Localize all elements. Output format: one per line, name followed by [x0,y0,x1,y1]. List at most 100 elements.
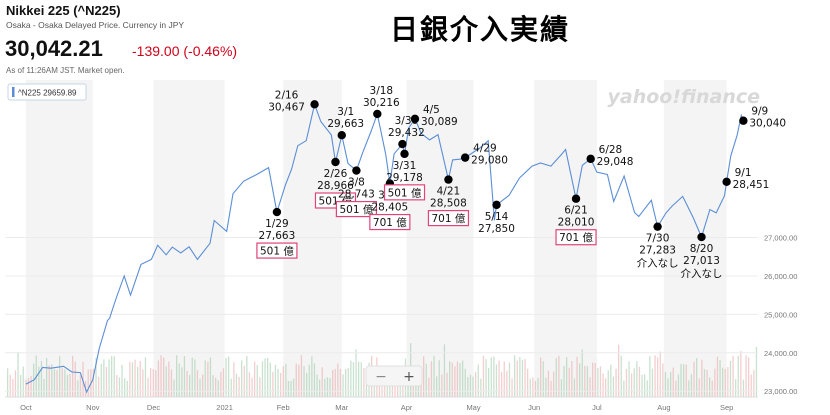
annotation-date: 1/29 [265,218,289,230]
annotation-value: 29,663 [327,118,364,130]
volume-bar [53,369,56,397]
intervention-amount: 501 億 [388,186,422,199]
volume-bar [703,369,706,397]
x-tick-label: 2021 [216,403,233,412]
intervention-amount-box [369,213,411,231]
volume-bar [755,346,758,397]
volume-bar [142,369,144,397]
volume-bar [163,357,165,397]
volume-bar [295,363,297,397]
annotation-marker [653,222,662,231]
volume-bar [423,356,425,397]
volume-bar [77,380,79,397]
volume-bar [550,380,552,397]
intervention-amount: 701 億 [559,231,593,244]
zoom-controls: − + [365,365,423,387]
volume-bar [7,368,9,397]
intervention-amount: 501 億 [260,245,294,258]
volume-bar [27,377,30,397]
annotation-marker [373,109,382,119]
as-of-timestamp: As of 11:26AM JST. Market open. [6,66,125,75]
volume-bar [407,380,409,397]
volume-bar [111,356,113,397]
annotation-value: 28,010 [558,217,595,229]
volume-bar [506,370,508,397]
x-tick-label: Nov [86,403,100,412]
y-tick-label: 26,000.00 [764,272,797,281]
volume-bar [150,368,152,397]
x-tick-label: Apr [401,403,413,412]
intervention-amount-box [335,200,377,218]
annotation-date: 9/1 [735,167,752,179]
volume-bar [524,359,526,397]
volume-bar [438,360,440,397]
volume-bar [683,364,685,397]
intervention-amount: 701 億 [431,212,465,225]
annotation-date: 3/1 [337,106,354,118]
x-tick-label: Jul [592,403,602,412]
volume-bar [256,365,258,397]
volume-bar [485,359,487,397]
volume-bar [259,377,261,397]
volume-bar [352,362,355,397]
grid-band [663,80,727,397]
intervention-amount-box [256,242,298,259]
volume-bar [521,360,524,397]
volume-bar [558,355,560,397]
last-price: 30,042.21 [5,36,103,61]
annotation-marker [460,153,470,162]
volume-bar [116,375,118,397]
volume-bar [59,356,61,397]
volume-bar [594,363,596,397]
annotation-date: 7/30 [646,233,670,245]
volume-bar [69,373,71,397]
zoom-in-button[interactable]: + [403,369,415,385]
volume-bar [748,357,750,397]
volume-bar [126,380,128,397]
volume-bar [584,365,586,397]
volume-bar [430,361,433,397]
y-tick-label: 27,000.00 [764,234,797,243]
volume-bar [615,368,617,397]
volume-bar [137,366,139,397]
volume-bar [716,356,719,397]
volume-bar [737,355,739,397]
annotation-marker [331,157,340,167]
volume-bar [482,355,485,397]
volume-bar [282,366,284,397]
zoom-out-button[interactable]: − [375,369,387,385]
grid-bands [25,80,727,397]
volume-bar [381,376,383,397]
volume-bar [480,378,482,397]
volume-bar [147,377,149,397]
volume-bar [217,380,219,397]
volume-bar [199,378,201,397]
volume-bar [724,369,726,397]
annotation-value: 27,013 [683,255,720,267]
annotation-marker [310,100,319,109]
volume-bar [186,370,188,397]
volume-bar [560,379,563,397]
volume-bar [620,355,622,397]
volume-bar [443,344,446,397]
annotation-date: 3/31 [393,160,417,172]
volume-bar [129,361,131,397]
volume-bar [105,366,108,397]
volume-bar [30,376,32,397]
volume-bar [287,380,290,397]
volume-bar [651,368,654,397]
volume-bar [628,361,630,397]
volume-bar [750,374,752,397]
annotation-value: 30,216 [363,97,400,109]
volume-bar [597,367,599,397]
volume-bar [464,368,466,397]
annotation-date: 8/20 [690,243,714,255]
volume-bar [454,366,456,397]
volume-bar [264,358,266,397]
volume-bar [22,366,24,397]
intervention-amount-box [427,209,470,227]
annotation-date: 5/14 [485,211,509,223]
volume-bar [191,357,193,397]
volume-bar [742,379,745,397]
